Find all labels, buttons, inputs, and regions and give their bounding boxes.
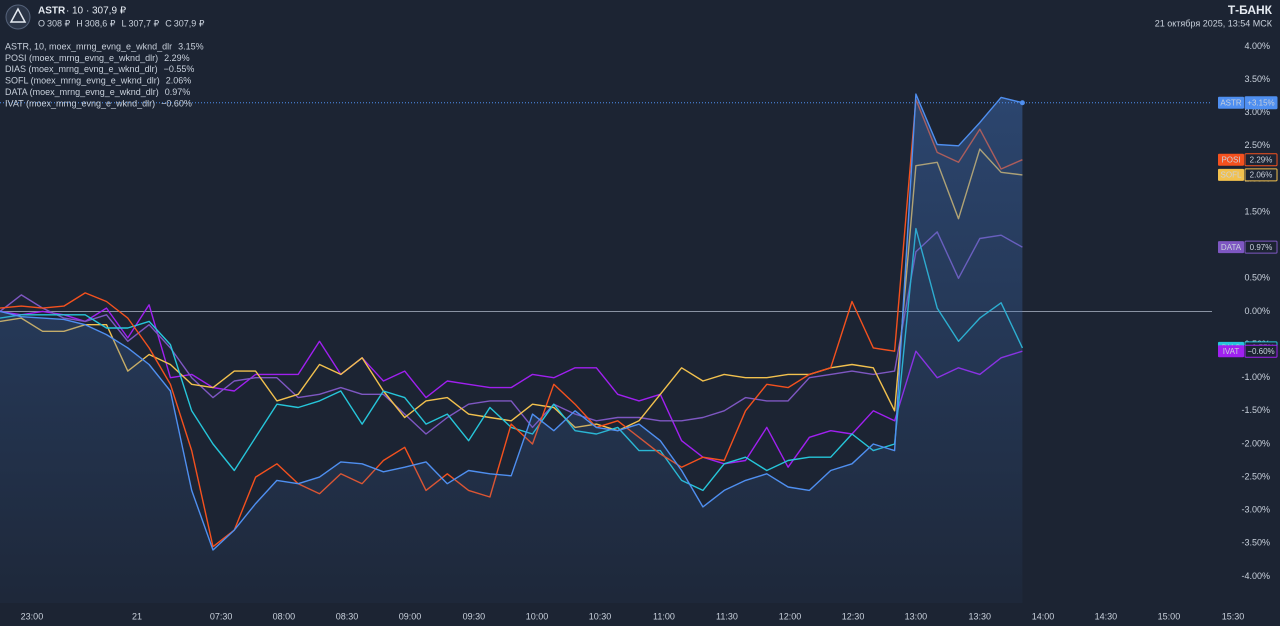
x-tick-label: 15:00 — [1158, 611, 1181, 621]
legend-label: SOFL (moex_mrng_evng_e_wknd_dlr) — [5, 76, 160, 86]
x-tick-label: 14:30 — [1095, 611, 1118, 621]
x-tick-label: 11:30 — [716, 611, 738, 621]
x-tick-label: 09:00 — [399, 611, 422, 621]
x-tick-label: 14:00 — [1032, 611, 1055, 621]
ohlc-value: 307,7 ₽ — [129, 18, 160, 28]
x-tick-label: 11:00 — [653, 611, 675, 621]
x-tick-label: 23:00 — [21, 611, 44, 621]
ohlc-value: 307,9 ₽ — [174, 18, 205, 28]
ohlc-key: C — [165, 18, 172, 28]
legend-value: −0.60% — [161, 98, 192, 108]
y-tick-label: 3.50% — [1244, 74, 1270, 84]
x-tick-label: 15:30 — [1222, 611, 1245, 621]
y-tick-label: 3.00% — [1244, 107, 1270, 117]
x-tick-label: 13:00 — [905, 611, 928, 621]
tag-value: −0.60% — [1247, 347, 1274, 356]
ohlc-key: L — [122, 18, 127, 28]
tag-value: 0.97% — [1250, 243, 1273, 252]
y-tick-label: -4.00% — [1241, 571, 1270, 581]
legend-label: ASTR, 10, moex_mrng_evng_e_wknd_dlr — [5, 41, 172, 51]
tag-name-box — [1218, 168, 1244, 181]
y-tick-label: 0.50% — [1244, 273, 1270, 283]
price-tag: IVAT −0.60% — [1218, 344, 1278, 358]
x-tick-label: 12:30 — [842, 611, 865, 621]
tag-value-box — [1244, 153, 1278, 167]
y-tick-label: 2.50% — [1244, 140, 1270, 150]
y-tick-label: -3.00% — [1241, 505, 1270, 515]
ohlc: O 308 ₽ H 308,6 ₽ L 307,7 ₽ C 307,9 ₽ — [38, 18, 205, 28]
ohlc-value: 308 ₽ — [47, 18, 71, 28]
y-tick-label: -1.00% — [1241, 372, 1270, 382]
x-tick-label: 12:00 — [779, 611, 802, 621]
series-line — [0, 231, 1023, 435]
series-line — [0, 148, 1023, 432]
y-tick-label: 4.00% — [1244, 41, 1270, 51]
separator: · — [86, 6, 89, 17]
legend-label: DATA (moex_mrng_evng_e_wknd_dlr) — [5, 87, 159, 97]
last-point — [1019, 100, 1025, 106]
interval: 10 — [72, 6, 84, 17]
x-tick-label: 08:30 — [336, 611, 359, 621]
tag-name: DATA — [1221, 243, 1242, 252]
tag-name: POSI — [1221, 155, 1240, 164]
tag-value-box — [1244, 344, 1278, 358]
y-tick-label: 0.00% — [1244, 306, 1270, 316]
x-tick-label: 10:30 — [589, 611, 612, 621]
ohlc-key: O — [38, 18, 45, 28]
separator: · — [66, 6, 69, 17]
legend-label: IVAT (moex_mrng_evng_e_wknd_dlr) — [5, 98, 155, 108]
x-tick-label: 09:30 — [463, 611, 486, 621]
tag-name: SOFL — [1221, 171, 1242, 180]
tag-value: +3.15% — [1247, 98, 1274, 107]
series-line — [0, 98, 1023, 548]
tag-value: 2.06% — [1250, 171, 1273, 180]
x-tick-label: 10:00 — [526, 611, 549, 621]
y-tick-label: -2.50% — [1241, 471, 1270, 481]
ohlc-value: 308,6 ₽ — [85, 18, 116, 28]
price-tag: SOFL 2.06% — [1218, 168, 1278, 182]
legend-value: 0.97% — [165, 87, 191, 97]
tag-name: IVAT — [1223, 347, 1240, 356]
legend-value: 2.06% — [166, 76, 192, 86]
series-line — [0, 93, 1023, 551]
legend-label: POSI (moex_mrng_evng_e_wknd_dlr) — [5, 53, 158, 63]
ticker: ASTR — [38, 6, 66, 17]
x-tick-label: 13:30 — [969, 611, 992, 621]
legend-label: DIAS (moex_mrng_evng_e_wknd_dlr) — [5, 64, 158, 74]
tag-value-box — [1244, 168, 1278, 182]
price-tag: POSI 2.29% — [1218, 153, 1278, 167]
tag-value-box — [1244, 240, 1278, 254]
price-tag: DATA 0.97% — [1218, 240, 1278, 254]
ohlc-key: H — [76, 18, 83, 28]
area — [0, 94, 1023, 603]
y-tick-label: -2.00% — [1241, 438, 1270, 448]
logo — [5, 4, 31, 30]
x-tick-label: 21 — [132, 611, 142, 621]
datetime: 21 октября 2025, 13:54 МСК — [1155, 18, 1273, 28]
legend-value: −0.55% — [164, 64, 195, 74]
tag-name-box — [1218, 345, 1244, 358]
legend-value: 3.15% — [178, 41, 204, 51]
series-line — [0, 227, 1024, 492]
brand: Т‑БАНК — [1228, 3, 1273, 17]
x-tick-label: 08:00 — [273, 611, 296, 621]
y-tick-label: 1.50% — [1244, 206, 1270, 216]
tag-value: 2.29% — [1250, 155, 1273, 164]
legend-value: 2.29% — [164, 53, 190, 63]
price-tag: ASTR +3.15% — [1218, 96, 1278, 110]
tag-name-box — [1218, 153, 1244, 166]
tag-name-box — [1218, 96, 1244, 109]
tag-name-box — [1218, 241, 1244, 254]
tag-name: ASTR — [1220, 98, 1242, 107]
y-tick-label: -1.50% — [1241, 405, 1270, 415]
price: 307,9 ₽ — [92, 6, 127, 17]
y-tick-label: -3.50% — [1241, 538, 1270, 548]
x-tick-label: 07:30 — [210, 611, 233, 621]
tag-value-box — [1244, 96, 1278, 110]
